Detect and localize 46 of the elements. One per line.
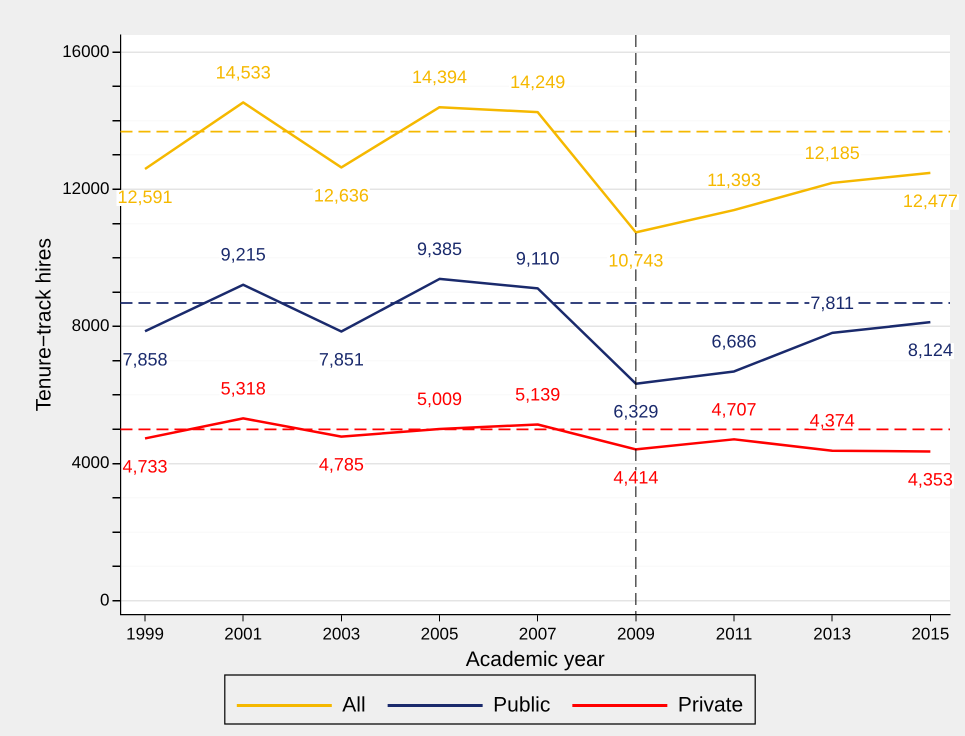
data-label: 6,686 [712,331,757,352]
data-label: 12,185 [804,142,860,163]
x-tick-label: 1999 [126,624,164,644]
data-label: 4,414 [613,467,658,488]
x-tick-label: 2015 [911,624,950,644]
data-label: 14,533 [216,62,271,82]
x-tick-label: 2011 [716,624,752,644]
x-tick-label: 2005 [420,624,458,644]
y-tick-label: 0 [100,590,110,610]
x-tick-label: 2009 [616,624,655,644]
data-label: 7,811 [810,292,854,313]
legend-label: Private [678,693,744,716]
data-label: 4,785 [318,454,364,475]
data-label: 7,851 [318,349,364,370]
data-label: 4,353 [908,469,953,490]
data-label: 6,329 [613,402,658,422]
data-label: 14,249 [510,72,566,92]
data-label: 14,394 [412,67,468,88]
x-tick-label: 2007 [518,624,557,644]
data-label: 8,124 [908,340,953,360]
data-label: 11,393 [707,170,761,190]
data-label: 5,318 [220,378,266,398]
data-label: 9,215 [220,244,266,265]
data-label: 9,110 [516,248,560,268]
x-tick-label: 2001 [224,624,262,644]
data-label: 5,009 [417,388,462,409]
x-tick-label: 2013 [813,624,852,644]
y-tick-label: 4000 [72,453,110,472]
y-axis-title: Tenure−track hires [32,238,56,412]
legend-label: Public [493,693,550,716]
data-label: 12,591 [117,186,173,207]
legend-label: All [342,693,366,716]
data-label: 10,743 [608,250,664,270]
y-tick-label: 12000 [62,178,110,198]
x-axis-title: Academic year [466,648,605,672]
data-label: 9,385 [417,238,462,259]
data-label: 4,374 [810,410,855,431]
y-tick-label: 16000 [62,42,110,61]
y-tick-label: 8000 [72,316,110,336]
data-label: 5,139 [515,384,560,404]
x-tick-label: 2003 [322,624,360,644]
data-label: 4,707 [712,399,757,420]
data-label: 12,477 [902,190,958,211]
data-label: 12,636 [314,185,369,206]
data-label: 7,858 [122,349,168,370]
data-label: 4,733 [122,456,168,476]
